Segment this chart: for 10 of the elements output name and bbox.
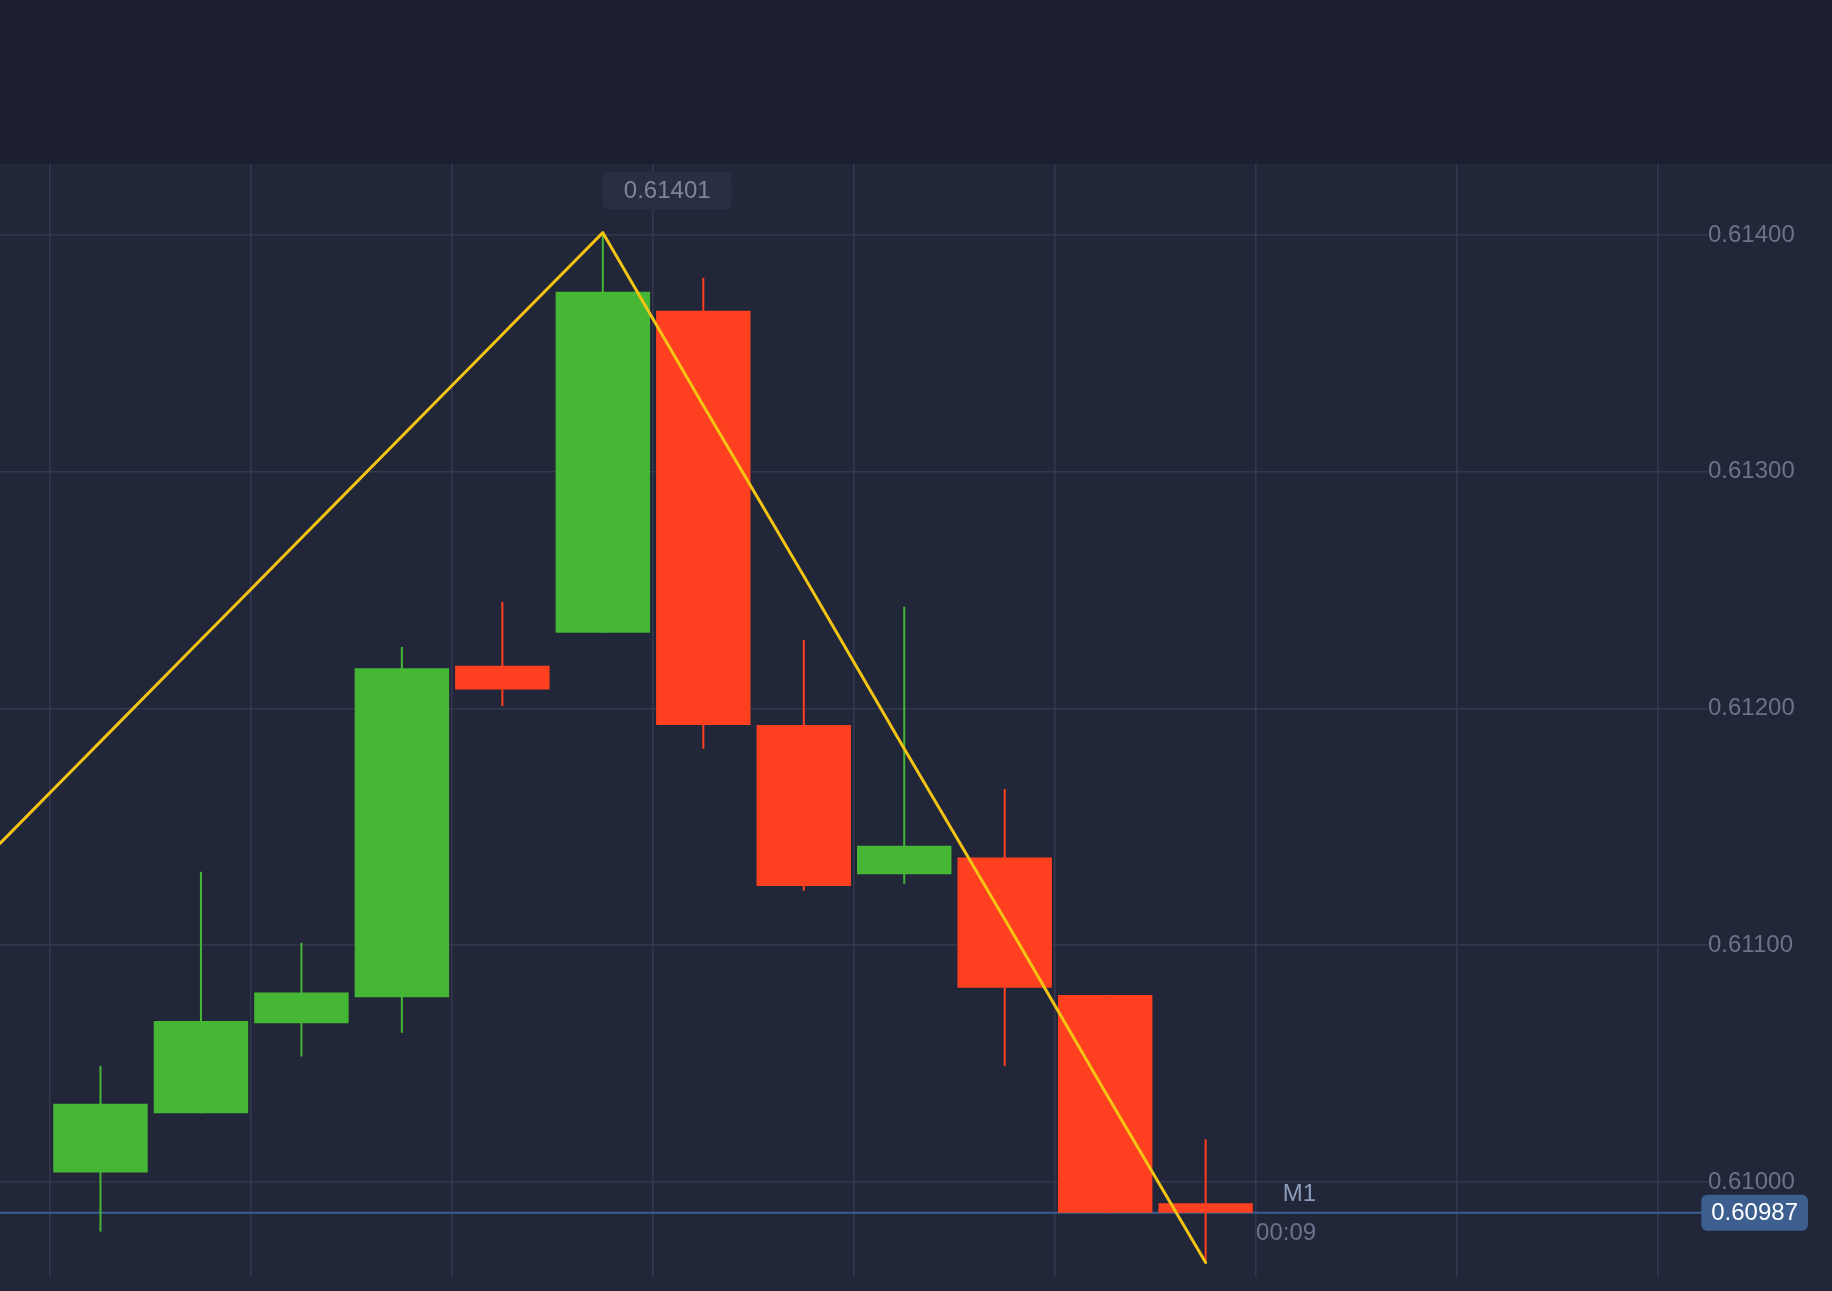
y-tick-label: 0.61300 xyxy=(1708,456,1795,484)
annotation: M1 xyxy=(1282,1179,1317,1207)
y-tick-label: 0.61100 xyxy=(1708,929,1793,957)
annotation: 0.61401 xyxy=(623,176,711,204)
y-tick-label: 0.61400 xyxy=(1708,219,1795,247)
y-tick-label: 0.61200 xyxy=(1708,693,1795,721)
annotation: 00:09 xyxy=(1256,1218,1317,1246)
ref-line-label: 0.60987 xyxy=(1711,1198,1799,1226)
candlestick xyxy=(1158,1139,1253,1263)
y-tick-label: 0.61000 xyxy=(1708,1166,1795,1194)
